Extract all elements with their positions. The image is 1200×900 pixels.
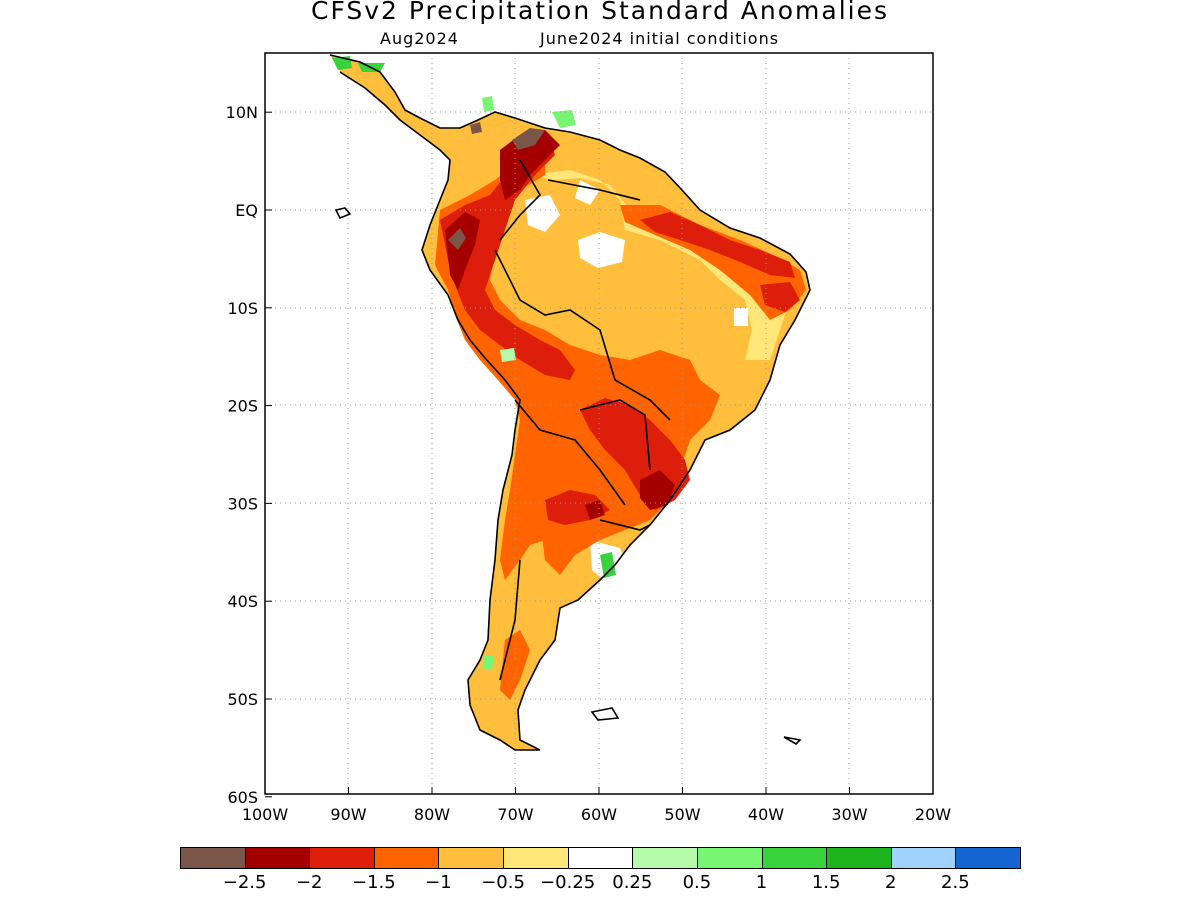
near-normal-white-3 bbox=[525, 195, 560, 232]
valid-month: Aug2024 bbox=[380, 29, 459, 48]
dry-red-andes-north bbox=[440, 135, 575, 380]
wet-lightgreen-caribbean bbox=[482, 96, 494, 112]
wet-lightgreen-bolivia bbox=[500, 348, 516, 362]
lat-label-10n: 10N bbox=[226, 103, 258, 122]
lat-label-60s: 60S bbox=[227, 788, 258, 807]
lat-label-50s: 50S bbox=[227, 690, 258, 709]
dry-brown-sample bbox=[470, 122, 482, 134]
lat-label-eq: EQ bbox=[235, 201, 258, 220]
legend-swatch bbox=[244, 847, 311, 869]
legend-tick-label: 1.5 bbox=[811, 872, 841, 893]
graticule bbox=[265, 53, 933, 794]
legend-tick-label: −2.5 bbox=[222, 872, 267, 893]
legend-swatch bbox=[503, 847, 569, 869]
legend-swatch bbox=[955, 847, 1021, 869]
lat-label-40s: 40S bbox=[227, 592, 258, 611]
legend-tick-label: −0.25 bbox=[540, 872, 596, 893]
legend-tick-label: 2.5 bbox=[941, 872, 970, 893]
lat-label-30s: 30S bbox=[227, 494, 258, 513]
lon-label-30w: 30W bbox=[831, 805, 867, 824]
south-georgia bbox=[783, 736, 802, 746]
dry-darkred-colombia bbox=[500, 130, 560, 200]
lat-label-10s: 10S bbox=[227, 299, 258, 318]
wet-green-uruguay bbox=[600, 552, 616, 578]
legend-tick-label: −1.5 bbox=[351, 872, 396, 893]
legend-tick-label: −0.5 bbox=[481, 872, 525, 893]
lon-label-60w: 60W bbox=[581, 805, 617, 824]
wet-lightgreen-chile bbox=[482, 655, 494, 670]
legend-swatch bbox=[890, 847, 957, 869]
border-lines bbox=[494, 159, 671, 681]
dry-darkred-arg bbox=[585, 500, 605, 520]
dry-brown-colombia bbox=[512, 128, 545, 150]
lon-label-70w: 70W bbox=[497, 805, 533, 824]
dry-darkred-south bbox=[640, 470, 675, 510]
lon-label-90w: 90W bbox=[330, 805, 366, 824]
longitude-labels: 100W 90W 80W 70W 60W 50W 40W 30W 20W bbox=[242, 805, 951, 824]
lon-label-100w: 100W bbox=[242, 805, 289, 824]
lon-label-40w: 40W bbox=[748, 805, 784, 824]
latitude-labels: 10N EQ 10S 20S 30S 40S 50S 60S bbox=[226, 103, 258, 807]
dry-darkred-peru bbox=[445, 212, 480, 290]
wet-lightgreen-venezuela bbox=[552, 110, 576, 128]
lon-label-80w: 80W bbox=[414, 805, 450, 824]
galapagos bbox=[334, 207, 352, 220]
near-normal-white-1 bbox=[578, 232, 625, 268]
legend-tick-label: 0.5 bbox=[682, 872, 712, 893]
legend-swatch bbox=[309, 847, 375, 869]
legend-tick-label: 2 bbox=[885, 872, 897, 893]
legend-swatch bbox=[632, 847, 698, 869]
dry-red-ne bbox=[760, 282, 800, 312]
legend-swatch bbox=[826, 847, 892, 869]
legend-swatch bbox=[180, 847, 246, 869]
map-title: CFSv2 Precipitation Standard Anomalies bbox=[310, 0, 889, 25]
axis-ticks bbox=[264, 111, 934, 798]
lon-label-20w: 20W bbox=[915, 805, 951, 824]
initial-conditions-label: June2024 initial conditions bbox=[540, 29, 780, 48]
legend-swatch bbox=[761, 847, 828, 869]
lat-label-20s: 20S bbox=[227, 397, 258, 416]
legend-swatch bbox=[567, 847, 634, 869]
lon-label-50w: 50W bbox=[664, 805, 700, 824]
legend-tick-label: 0.25 bbox=[612, 872, 653, 893]
legend-tick-label: 1 bbox=[755, 872, 768, 893]
falklands bbox=[590, 707, 620, 721]
legend-tick-label: −2 bbox=[295, 872, 323, 893]
dry-red-amazon-east bbox=[640, 212, 795, 278]
anomaly-field bbox=[330, 55, 810, 750]
legend-swatch bbox=[373, 847, 440, 869]
dry-brown-ecuador bbox=[448, 228, 466, 250]
legend-swatch bbox=[696, 847, 763, 869]
coastlines bbox=[329, 54, 811, 751]
legend-swatch bbox=[438, 847, 505, 869]
legend-tick-label: −1 bbox=[425, 872, 452, 893]
near-normal-white-2 bbox=[734, 308, 748, 326]
